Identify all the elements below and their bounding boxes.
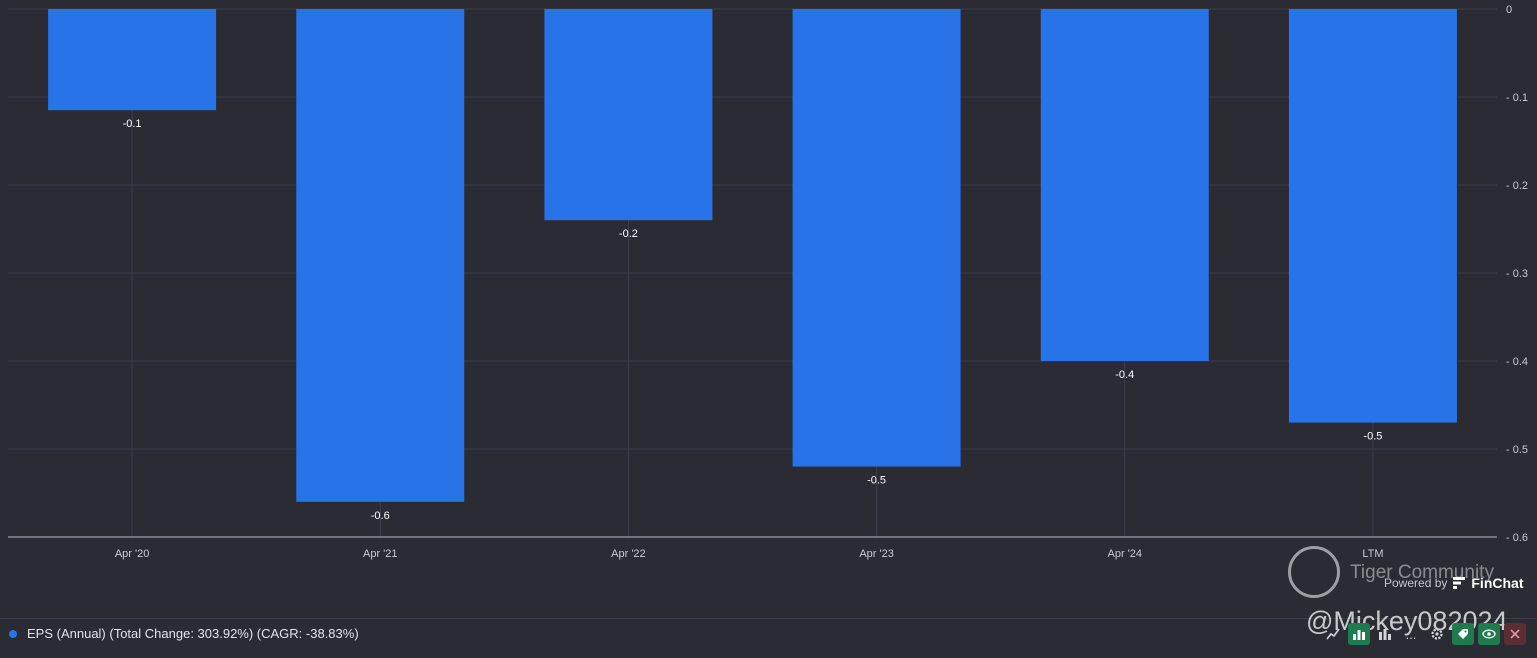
bar-data-label: -0.1 [123,118,142,130]
tag-icon[interactable] [1452,623,1474,645]
chart-data-labels: -0.1 -0.6 -0.2 -0.5 -0.4 -0.5 [123,118,1383,522]
more-label: ... [1405,626,1417,642]
bar-data-label: -0.5 [867,475,886,487]
bar[interactable] [296,9,465,502]
eye-icon[interactable] [1478,623,1500,645]
chart-bars [48,9,1457,502]
y-axis-ticks: 0 - 0.1 - 0.2 - 0.3 - 0.4 - 0.5 - 0.6 [1506,4,1528,544]
legend-label: EPS (Annual) (Total Change: 303.92%) (CA… [27,626,359,641]
bar[interactable] [1040,9,1209,361]
x-tick-label: Apr '24 [1107,548,1142,560]
finchat-logo-icon [1453,577,1466,589]
bar-data-label: -0.4 [1115,369,1134,381]
close-icon[interactable] [1504,623,1526,645]
y-tick-label: - 0.6 [1506,532,1528,544]
gear-icon[interactable] [1426,623,1448,645]
bar-data-label: -0.2 [619,228,638,240]
more-icon[interactable]: ... [1400,623,1422,645]
bar-data-label: -0.5 [1363,431,1382,443]
tiger-community-watermark: Tiger Community [1288,546,1528,602]
tiger-logo-icon [1288,546,1340,598]
chart-legend[interactable]: EPS (Annual) (Total Change: 303.92%) (CA… [9,626,359,641]
bar-chart-icon[interactable] [1374,623,1396,645]
y-tick-label: - 0.4 [1506,356,1528,368]
line-chart-icon[interactable] [1322,623,1344,645]
legend-divider [0,618,1537,619]
finchat-name: FinChat [1471,575,1524,591]
bar-chart-icon[interactable] [1348,623,1370,645]
x-tick-label: Apr '21 [363,548,398,560]
bar[interactable] [48,9,217,111]
x-axis-ticks: Apr '20 Apr '21 Apr '22 Apr '23 Apr '24 LTM [8,536,1497,560]
bar-data-label: -0.6 [371,510,390,522]
y-tick-label: - 0.2 [1506,180,1528,192]
chart-grid [8,8,1497,537]
powered-by-finchat[interactable]: Powered by FinChat [1384,575,1523,591]
powered-by-label: Powered by [1384,576,1448,590]
bar[interactable] [792,9,961,467]
x-tick-label: LTM [1362,548,1383,560]
x-tick-label: Apr '22 [611,548,646,560]
x-tick-label: Apr '20 [115,548,150,560]
y-tick-label: - 0.5 [1506,444,1528,456]
x-tick-label: Apr '23 [859,548,894,560]
chart-toolbar: ... [1322,623,1526,645]
y-tick-label: - 0.3 [1506,268,1528,280]
y-tick-label: - 0.1 [1506,92,1528,104]
bar[interactable] [544,9,713,221]
legend-color-dot [9,629,17,638]
bar[interactable] [1288,9,1457,423]
y-tick-label: 0 [1506,4,1512,16]
eps-bar-chart: -0.1-0.6-0.2-0.5-0.4-0.5 Apr '20 Apr '21 A… [8,4,1528,560]
